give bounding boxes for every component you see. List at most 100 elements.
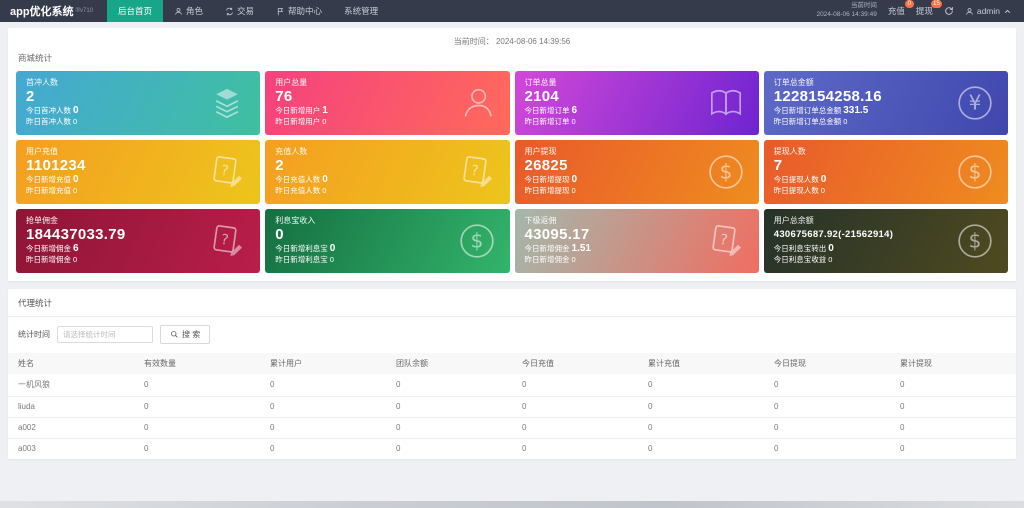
card-subline-label: 昨日充值人数 <box>275 186 321 195</box>
table-cell: 0 <box>638 417 764 439</box>
dollar-icon: $ <box>457 221 497 261</box>
card-subline: 今日提现人数 0 <box>774 174 998 185</box>
person-icon <box>965 7 973 15</box>
refresh-icon[interactable] <box>944 6 954 16</box>
menu-item-help-center[interactable]: 帮助中心 <box>265 0 333 22</box>
person-icon <box>174 7 183 16</box>
recharge-badge: 0 <box>904 0 914 8</box>
card-subline-value: 0 <box>73 105 79 116</box>
card-subline-label: 今日利息宝收益 <box>773 255 827 264</box>
card-subline-label: 今日首冲人数 <box>26 106 71 115</box>
user-icon <box>457 83 497 123</box>
svg-text:$: $ <box>969 160 982 184</box>
card-value: 1101234 <box>26 157 86 174</box>
table-cell: 0 <box>890 374 1016 397</box>
table-cell: 0 <box>512 374 638 397</box>
card-label: 用户总量 <box>275 78 308 87</box>
card-subline: 昨日新增利息宝 0 <box>275 254 499 265</box>
svg-text:?: ? <box>220 232 230 249</box>
table-cell: 0 <box>774 444 779 453</box>
menu-item-trade[interactable]: 交易 <box>214 0 265 22</box>
card-subline-value: 0 <box>73 186 78 195</box>
card-subline: 今日新增佣金 6 <box>26 243 250 254</box>
table-header-cell: 有效数量 <box>134 353 260 374</box>
stat-card-order-total-amount: 订单总金额 1228154258.16 今日新增订单总金额 331.5 昨日新增订单总金… <box>763 71 1008 135</box>
card-subline-label: 今日新增利息宝 <box>275 244 328 253</box>
stat-time-label: 统计时间 <box>18 330 50 339</box>
table-cell: 0 <box>144 444 149 453</box>
card-subline-value: 0 <box>73 117 78 126</box>
table-cell: 0 <box>764 417 890 439</box>
table-header-row: 姓名 有效数量 累计用户 团队余额 今日充值 累计充值 今日提现 累计提现 <box>8 353 1016 374</box>
table-body: 一机风狼 0 0 0 0 0 0 0 liuda 0 0 0 0 0 0 0 a002 0 0 0 0 0 0 0 a003 0 0… <box>8 374 1016 459</box>
stat-card-total-users: 用户总量 76 今日新增用户 1 昨日新增用户 0 <box>265 71 510 135</box>
card-subline-label: 今日新增用户 <box>275 106 321 115</box>
agent-filter-row: 统计时间 搜 索 <box>8 317 1016 353</box>
card-subline-label: 今日新增提现 <box>524 175 570 184</box>
card-subline: 今日新增订单总金额 331.5 <box>774 105 998 116</box>
card-label: 订单总金额 <box>773 78 814 87</box>
card-subline-value: 6 <box>73 243 79 254</box>
menu-item-label: 帮助中心 <box>288 6 323 16</box>
table-cell: 0 <box>134 374 260 397</box>
card-subline-value: 1.51 <box>571 243 591 254</box>
card-subline: 今日利息宝转出 0 <box>774 243 998 254</box>
withdraw-link[interactable]: 提现 15 <box>916 0 942 17</box>
card-label: 用户总余额 <box>773 216 814 225</box>
agent-name-cell: a003 <box>18 444 36 453</box>
card-subline-value: 0 <box>322 186 327 195</box>
menu-item-home[interactable]: 后台首页 <box>107 0 164 22</box>
recharge-link[interactable]: 充值 0 <box>888 0 914 17</box>
card-label: 抢单佣金 <box>26 216 58 225</box>
card-subline-label: 昨日新增佣金 <box>26 255 71 264</box>
card-value: 76 <box>275 88 293 105</box>
card-subline-label: 昨日新增充值 <box>26 186 71 195</box>
user-menu[interactable]: admin <box>965 6 1012 16</box>
table-row[interactable]: a003 0 0 0 0 0 0 0 <box>8 439 1016 460</box>
stat-time-input[interactable] <box>57 326 153 343</box>
card-subline: 今日新增订单 6 <box>525 105 749 116</box>
card-subline: 今日首冲人数 0 <box>26 105 250 116</box>
menu-item-label: 系统管理 <box>344 6 379 16</box>
search-button[interactable]: 搜 索 <box>160 325 211 344</box>
card-subline-value: 0 <box>329 243 336 254</box>
card-subline: 今日利息宝收益 0 <box>774 254 998 265</box>
stat-card-user-total-balance: 用户总余额 430675687.92(-21562914) 今日利息宝转出 0 今日利息… <box>763 209 1008 273</box>
card-value: 26825 <box>524 157 568 174</box>
card-subline-label: 今日新增订单 <box>524 106 570 115</box>
current-time-value: 2024-08-06 14:39:49 <box>816 11 877 18</box>
menu-item-roles[interactable]: 角色 <box>163 0 214 22</box>
doc-question-icon: ? <box>706 221 746 261</box>
agent-section-title: 代理统计 <box>8 289 1016 317</box>
card-subline: 今日新增佣金 1.51 <box>525 243 749 254</box>
svg-text:¥: ¥ <box>969 91 982 115</box>
card-subline-label: 今日新增佣金 <box>524 244 570 253</box>
card-subline-value: 0 <box>571 117 576 126</box>
card-subline-value: 0 <box>322 174 328 185</box>
current-time-display: 当前时间 2024-08-06 14:39:49 <box>816 2 876 20</box>
menu-item-system[interactable]: 系统管理 <box>333 0 389 22</box>
stat-card-interest-income: 利息宝收入 0 今日新增利息宝 0 昨日新增利息宝 0 $ <box>265 209 510 273</box>
card-subline-value: 0 <box>828 255 833 264</box>
stat-card-order-commission: 抢单佣金 184437033.79 今日新增佣金 6 昨日新增佣金 0? <box>16 209 261 273</box>
stat-card-withdraw-users: 提现人数 7 今日提现人数 0 昨日提现人数 0 $ <box>763 140 1008 204</box>
card-subline-label: 昨日新增订单 <box>524 117 570 126</box>
main-menu: 后台首页 角色 交易 帮助中心 系统管理 <box>107 0 389 22</box>
table-row[interactable]: a002 0 0 0 0 0 0 0 <box>8 417 1016 439</box>
menu-item-label: 后台首页 <box>118 6 153 16</box>
agent-name-cell: 一机风狼 <box>8 374 134 397</box>
table-row[interactable]: liuda 0 0 0 0 0 0 0 <box>8 396 1016 418</box>
table-row[interactable]: 一机风狼 0 0 0 0 0 0 0 <box>8 374 1016 397</box>
table-cell: 0 <box>386 374 512 397</box>
table-cell: 0 <box>512 396 638 418</box>
card-value: 430675687.92(-21562914) <box>773 229 894 240</box>
flag-icon <box>276 7 285 16</box>
search-icon <box>171 331 178 338</box>
card-subline-label: 今日充值人数 <box>275 175 321 184</box>
card-subline-value: 331.5 <box>843 105 869 116</box>
top-navbar: app优化系统 ®v710 后台首页 角色 交易 帮助中心 系统管理 当前时间 2024… <box>0 0 1024 22</box>
current-time-label: 当前时间 <box>850 2 877 10</box>
table-header-cell: 累计提现 <box>890 353 1016 374</box>
card-label: 首冲人数 <box>26 78 58 87</box>
card-subline-value: 0 <box>828 243 834 254</box>
